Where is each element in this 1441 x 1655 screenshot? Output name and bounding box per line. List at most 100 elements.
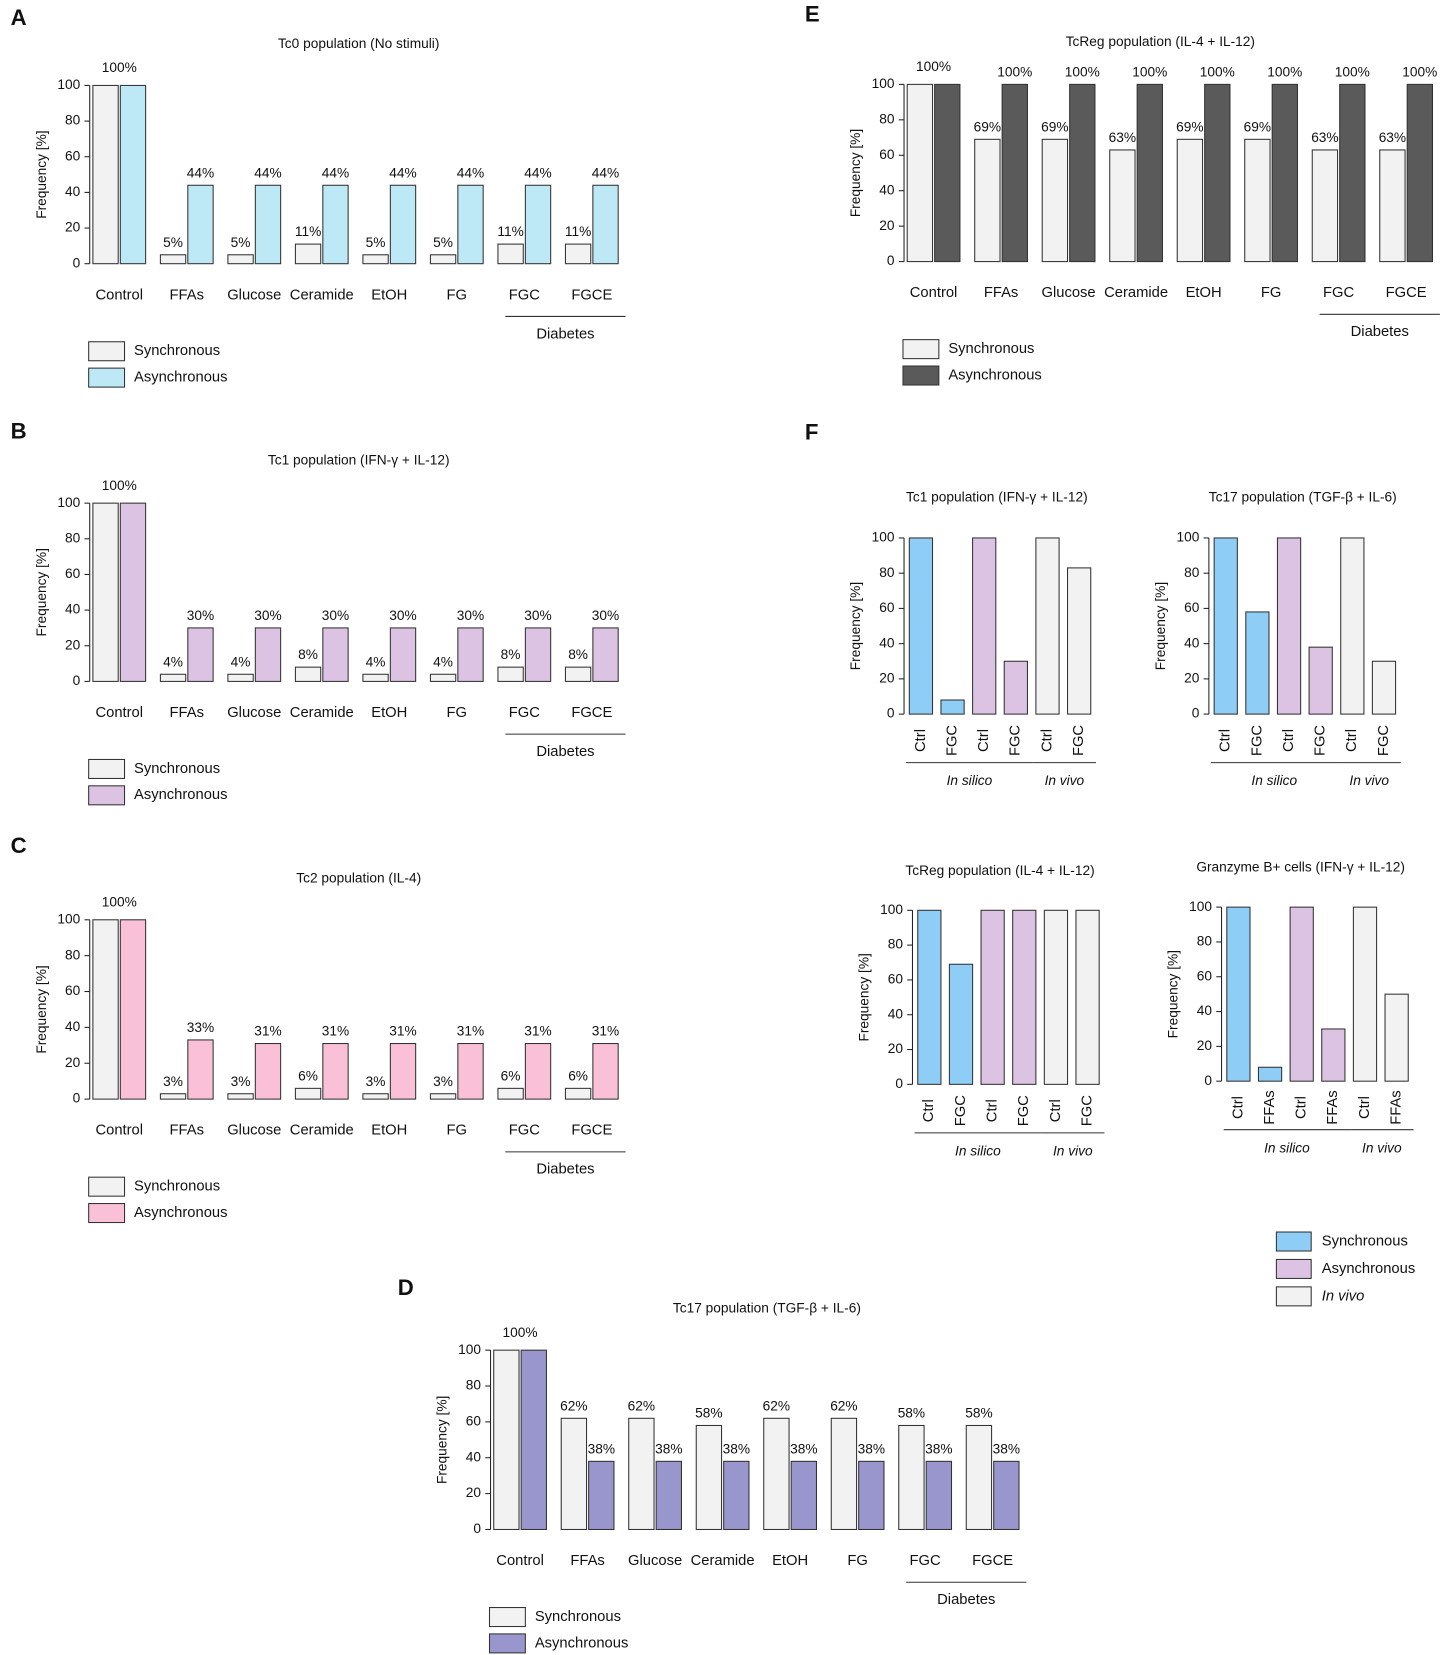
chart-title: Granzyme B+ cells (IFN-γ + IL-12) <box>1196 860 1405 875</box>
panel-letter: C <box>11 833 27 858</box>
bar <box>830 1417 858 1531</box>
bar <box>972 537 997 715</box>
bar <box>1226 906 1251 1082</box>
y-tick-label: 80 <box>65 530 81 545</box>
y-tick-label: 0 <box>895 1076 903 1091</box>
value-label: 5% <box>433 235 453 250</box>
value-label: 100% <box>916 59 951 74</box>
bar <box>92 84 119 265</box>
y-tick-label: 80 <box>1184 565 1200 580</box>
value-label: 63% <box>1109 130 1136 145</box>
x-tick-label: Control <box>496 1553 544 1569</box>
bar <box>564 666 592 682</box>
x-tick-label: EtOH <box>772 1553 808 1569</box>
bar <box>1271 83 1299 263</box>
y-tick-label: 0 <box>73 673 81 688</box>
legend-label: Synchronous <box>134 343 220 359</box>
y-tick-label: 40 <box>65 1019 81 1034</box>
value-label: 100% <box>1267 64 1302 79</box>
x-tick-label: Control <box>95 705 143 721</box>
bar <box>227 1093 254 1100</box>
y-tick-label: 60 <box>888 972 904 987</box>
y-tick-label: 40 <box>1197 1003 1213 1018</box>
x-tick-label: FFAs <box>170 1123 204 1139</box>
bar <box>1321 1028 1346 1082</box>
y-tick-label: 40 <box>879 182 895 197</box>
value-label: 30% <box>187 608 214 623</box>
legend-swatch <box>1275 1231 1312 1252</box>
legend-swatch <box>88 1176 126 1197</box>
value-label: 38% <box>655 1441 682 1456</box>
bar <box>695 1424 723 1531</box>
bar <box>1204 83 1231 263</box>
x-tick-label: FGCE <box>1386 285 1427 301</box>
bar <box>1001 83 1028 263</box>
bar <box>1012 909 1037 1085</box>
bar <box>429 254 457 265</box>
x-tick-label: FGC <box>509 287 540 303</box>
bar <box>628 1417 655 1531</box>
x-tick-label: FGC <box>1071 725 1087 756</box>
y-tick-label: 0 <box>887 253 895 268</box>
bar <box>925 1460 953 1531</box>
bar <box>564 243 592 265</box>
value-label: 3% <box>366 1074 386 1089</box>
x-tick-label: Ctrl <box>913 729 929 752</box>
bar <box>294 1087 322 1100</box>
x-tick-label: FFAs <box>170 287 204 303</box>
group-label: In vivo <box>1045 773 1085 788</box>
bar <box>898 1424 925 1531</box>
x-tick-label: Ctrl <box>1344 729 1360 752</box>
x-tick-label: FGC <box>1313 725 1329 756</box>
y-tick-label: 0 <box>73 1091 81 1106</box>
bar <box>322 627 349 682</box>
bar <box>1075 909 1100 1085</box>
legend-swatch <box>88 1203 126 1224</box>
bar <box>993 1460 1020 1531</box>
x-tick-label: Ctrl <box>1230 1096 1246 1119</box>
bar <box>588 1460 615 1531</box>
bar <box>493 1349 520 1531</box>
value-label: 100% <box>1065 64 1100 79</box>
y-axis-label: Frequency [%] <box>1166 950 1181 1038</box>
group-label: Diabetes <box>1351 324 1409 340</box>
x-tick-label: FGC <box>509 705 540 721</box>
value-label: 4% <box>163 654 183 669</box>
value-label: 62% <box>628 1398 655 1413</box>
bar <box>1176 138 1204 263</box>
bar <box>457 184 484 265</box>
y-axis-label: Frequency [%] <box>34 130 49 218</box>
legend-label: Asynchronous <box>948 367 1041 383</box>
group-label: Diabetes <box>536 326 594 342</box>
x-tick-label: FFAs <box>1325 1090 1341 1124</box>
bar <box>1109 149 1136 263</box>
legend-label: In vivo <box>1322 1288 1365 1304</box>
legend-label: Synchronous <box>535 1609 621 1625</box>
x-tick-label: FGC <box>1376 725 1392 756</box>
value-label: 8% <box>568 647 588 662</box>
group-label: In silico <box>1264 1140 1310 1155</box>
legend-label: Asynchronous <box>134 370 227 386</box>
y-tick-label: 100 <box>1177 530 1200 545</box>
x-tick-label: FG <box>1261 285 1281 301</box>
chart-title: Tc17 population (TGF-β + IL-6) <box>1209 489 1397 504</box>
legend-swatch <box>88 758 126 779</box>
value-label: 30% <box>322 608 349 623</box>
x-tick-label: Ceramide <box>691 1553 755 1569</box>
bar <box>1406 83 1434 263</box>
y-tick-label: 20 <box>65 637 81 652</box>
x-tick-label: Control <box>910 285 958 301</box>
bar <box>119 84 147 265</box>
bar <box>1257 1066 1283 1082</box>
x-tick-label: Ctrl <box>985 1099 1001 1122</box>
value-label: 31% <box>389 1024 416 1039</box>
y-tick-label: 100 <box>458 1342 481 1357</box>
legend-swatch <box>88 367 126 388</box>
bar <box>917 909 942 1085</box>
value-label: 6% <box>298 1068 318 1083</box>
bar <box>159 1093 187 1100</box>
x-tick-label: FG <box>447 705 467 721</box>
bar <box>362 673 389 682</box>
